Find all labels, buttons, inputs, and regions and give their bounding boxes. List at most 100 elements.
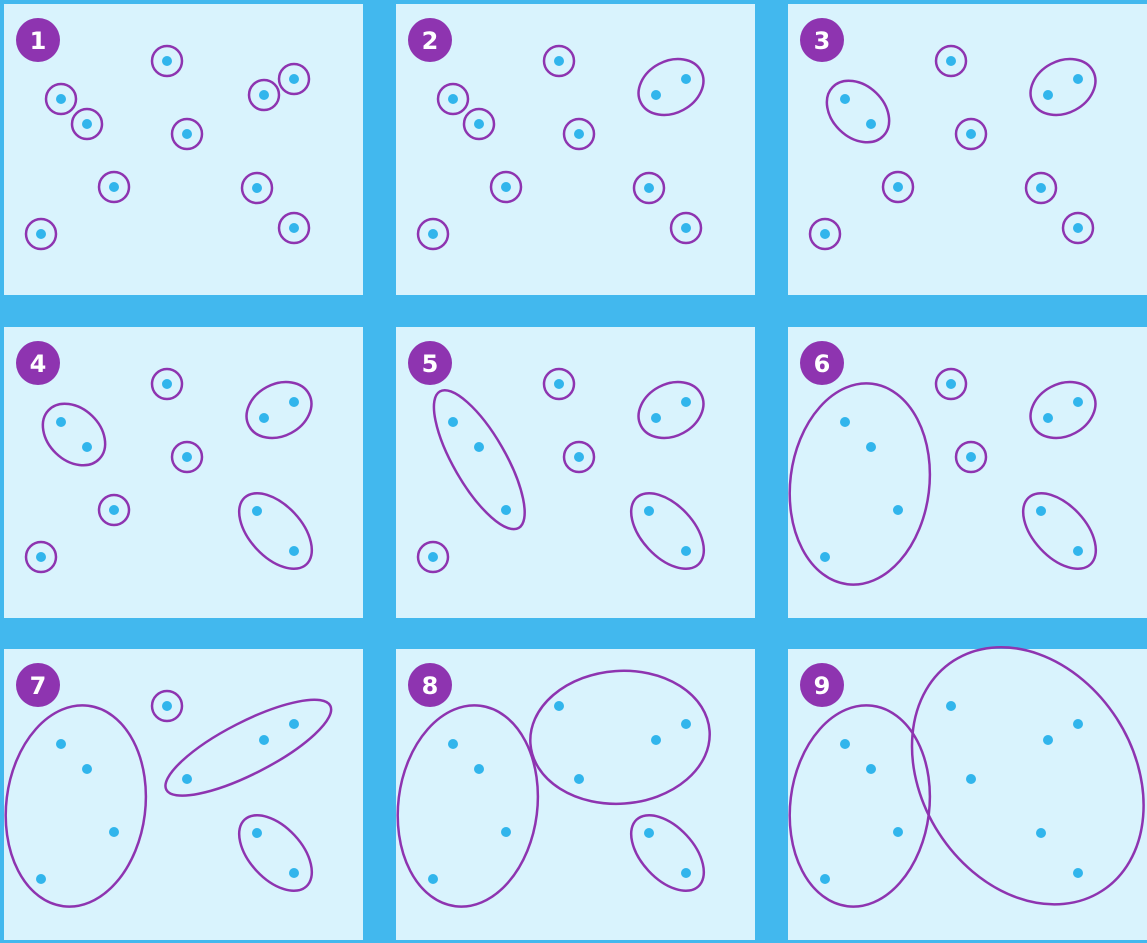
cluster-ellipse	[432, 388, 526, 531]
data-point	[681, 719, 691, 729]
data-point	[866, 119, 876, 129]
cluster-ellipse	[237, 813, 314, 893]
data-point	[644, 183, 654, 193]
data-point	[554, 701, 564, 711]
step-number: 9	[814, 672, 831, 700]
data-point	[109, 505, 119, 515]
data-point	[1036, 183, 1046, 193]
data-point	[946, 701, 956, 711]
data-point	[966, 452, 976, 462]
step-badge	[16, 341, 60, 385]
data-point	[448, 739, 458, 749]
step-badge	[408, 341, 452, 385]
singleton-circle	[1061, 211, 1095, 245]
singleton-circle	[632, 171, 666, 205]
data-point	[681, 546, 691, 556]
data-point	[893, 182, 903, 192]
data-point	[252, 183, 262, 193]
singleton-circle	[881, 170, 915, 204]
singleton-circle	[669, 211, 703, 245]
cluster-ellipse	[41, 402, 107, 467]
singleton-circle	[247, 78, 281, 112]
singleton-circle	[934, 44, 968, 78]
data-point	[840, 739, 850, 749]
data-point	[474, 119, 484, 129]
panel-1: 1	[4, 4, 363, 295]
data-point	[681, 868, 691, 878]
singleton-circle	[97, 493, 131, 527]
singleton-circle	[1024, 171, 1058, 205]
panel-2: 2	[396, 4, 755, 295]
data-point	[820, 874, 830, 884]
data-point	[82, 442, 92, 452]
data-point	[289, 546, 299, 556]
panel-6: 6	[788, 327, 1147, 618]
cluster-ellipse	[1029, 380, 1097, 440]
data-point	[651, 413, 661, 423]
data-point	[1043, 413, 1053, 423]
singleton-circle	[542, 44, 576, 78]
singleton-circle	[562, 440, 596, 474]
data-point	[36, 229, 46, 239]
panel-8: 8	[396, 649, 755, 940]
panel-9: 9	[788, 645, 1147, 940]
data-point	[681, 397, 691, 407]
data-point	[644, 828, 654, 838]
data-point	[1073, 546, 1083, 556]
cluster-ellipse	[910, 645, 1145, 906]
data-point	[1043, 90, 1053, 100]
data-point	[162, 701, 172, 711]
data-point	[289, 223, 299, 233]
singleton-circle	[954, 117, 988, 151]
panel-7: 7	[4, 649, 363, 940]
panel-3: 3	[788, 4, 1147, 295]
singleton-circle	[542, 367, 576, 401]
cluster-ellipse	[4, 704, 148, 908]
cluster-ellipse	[1021, 491, 1098, 571]
data-point	[182, 129, 192, 139]
data-point	[681, 223, 691, 233]
data-point	[1073, 223, 1083, 233]
step-badge	[16, 663, 60, 707]
data-point	[946, 56, 956, 66]
data-point	[109, 182, 119, 192]
data-point	[56, 739, 66, 749]
data-point	[448, 417, 458, 427]
singleton-circle	[489, 170, 523, 204]
step-badge	[800, 341, 844, 385]
cluster-ellipse	[637, 57, 705, 117]
panel-4: 4	[4, 327, 363, 618]
data-point	[840, 94, 850, 104]
singleton-circle	[150, 367, 184, 401]
data-point	[109, 827, 119, 837]
singleton-circle	[97, 170, 131, 204]
panel-background	[788, 649, 1147, 940]
step-number: 2	[422, 27, 439, 55]
data-point	[36, 874, 46, 884]
singleton-circle	[170, 440, 204, 474]
step-badge	[800, 18, 844, 62]
data-point	[428, 552, 438, 562]
data-point	[182, 774, 192, 784]
singleton-circle	[934, 367, 968, 401]
singleton-circle	[277, 62, 311, 96]
data-point	[259, 413, 269, 423]
cluster-ellipse	[825, 79, 891, 144]
data-point	[1073, 868, 1083, 878]
data-point	[1043, 735, 1053, 745]
cluster-ellipse	[1029, 57, 1097, 117]
data-point	[893, 505, 903, 515]
data-point	[820, 552, 830, 562]
singleton-circle	[954, 440, 988, 474]
data-point	[36, 552, 46, 562]
data-point	[820, 229, 830, 239]
data-point	[681, 74, 691, 84]
panel-5: 5	[396, 327, 755, 618]
data-point	[474, 764, 484, 774]
data-point	[259, 735, 269, 745]
singleton-circle	[436, 82, 470, 116]
cluster-ellipse	[529, 669, 711, 806]
cluster-ellipse	[237, 491, 314, 571]
data-point	[866, 764, 876, 774]
